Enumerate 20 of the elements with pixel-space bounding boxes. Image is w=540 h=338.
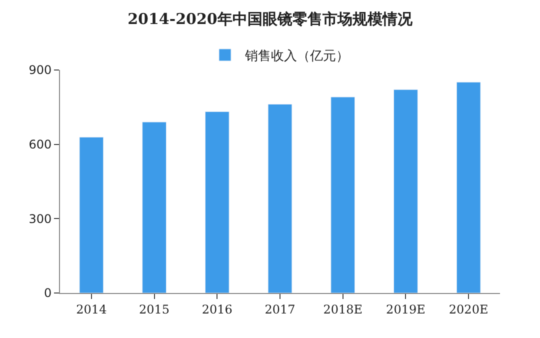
x-tick-label: 2017 bbox=[264, 302, 296, 316]
bar bbox=[456, 82, 481, 293]
chart-title: 2014-2020年中国眼镜零售市场规模情况 bbox=[128, 10, 414, 28]
bar bbox=[79, 136, 104, 293]
bar bbox=[330, 96, 356, 293]
y-tick-label: 300 bbox=[28, 212, 52, 226]
y-tick-label: 600 bbox=[28, 138, 52, 152]
bar bbox=[142, 122, 166, 293]
x-tick-label: 2015 bbox=[139, 302, 170, 316]
legend-label: 销售收入（亿元） bbox=[244, 49, 349, 64]
y-tick-label: 900 bbox=[28, 63, 52, 78]
bar bbox=[268, 104, 292, 293]
y-tick-label: 0 bbox=[44, 286, 52, 300]
x-tick-label: 2019E bbox=[386, 302, 426, 316]
x-tick-label: 2014 bbox=[76, 302, 108, 316]
x-tick-label: 2020E bbox=[448, 302, 488, 316]
bar bbox=[394, 89, 418, 293]
x-tick-label: 2016 bbox=[202, 302, 232, 316]
bar bbox=[204, 111, 230, 293]
x-tick-label: 2018E bbox=[323, 302, 363, 316]
